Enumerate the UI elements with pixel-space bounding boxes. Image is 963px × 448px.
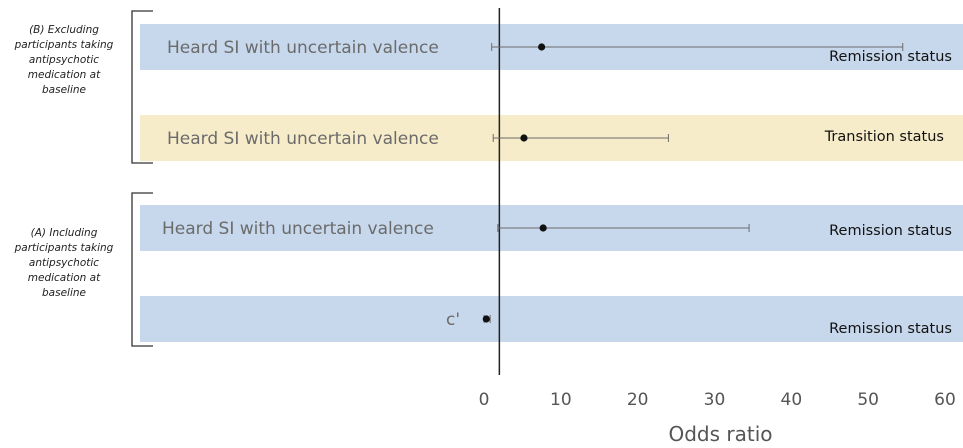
x-tick-label: 10 xyxy=(550,390,572,410)
status-label: Remission status xyxy=(829,223,952,239)
row-label: c' xyxy=(446,310,460,330)
odds-ratio-point xyxy=(539,224,547,232)
x-tick-label: 20 xyxy=(627,390,649,410)
group-bracket xyxy=(131,192,153,347)
status-label: Remission status xyxy=(829,321,952,337)
group-label: (B) Excluding participants taking antipsyc… xyxy=(14,24,114,96)
status-label: Transition status xyxy=(824,129,944,145)
x-tick-label: 50 xyxy=(857,390,879,410)
odds-ratio-point xyxy=(538,43,546,51)
row-label: Heard SI with uncertain valence xyxy=(167,129,439,149)
x-tick-label: 30 xyxy=(704,390,726,410)
group-bracket xyxy=(131,10,153,164)
group-brackets xyxy=(131,10,153,347)
row-label: Heard SI with uncertain valence xyxy=(162,219,434,239)
x-tick-label: 60 xyxy=(934,390,956,410)
row-bands xyxy=(140,24,963,342)
odds-ratio-point xyxy=(482,315,490,323)
status-label: Remission status xyxy=(829,49,952,65)
estimate-marks xyxy=(482,43,904,323)
row-labels: Heard SI with uncertain valence Remission… xyxy=(162,38,952,337)
x-tick-label: 0 xyxy=(479,390,490,410)
x-axis: Odds ratio 0 10 20 30 40 50 60 xyxy=(479,390,956,446)
group-label: (A) Including participants taking antipsyc… xyxy=(14,227,114,299)
row-band xyxy=(140,296,963,342)
group-labels: (B) Excluding participants taking antipsyc… xyxy=(14,24,114,299)
x-axis-title: Odds ratio xyxy=(668,422,772,446)
odds-ratio-point xyxy=(520,134,528,142)
x-tick-label: 40 xyxy=(781,390,803,410)
row-label: Heard SI with uncertain valence xyxy=(167,38,439,58)
